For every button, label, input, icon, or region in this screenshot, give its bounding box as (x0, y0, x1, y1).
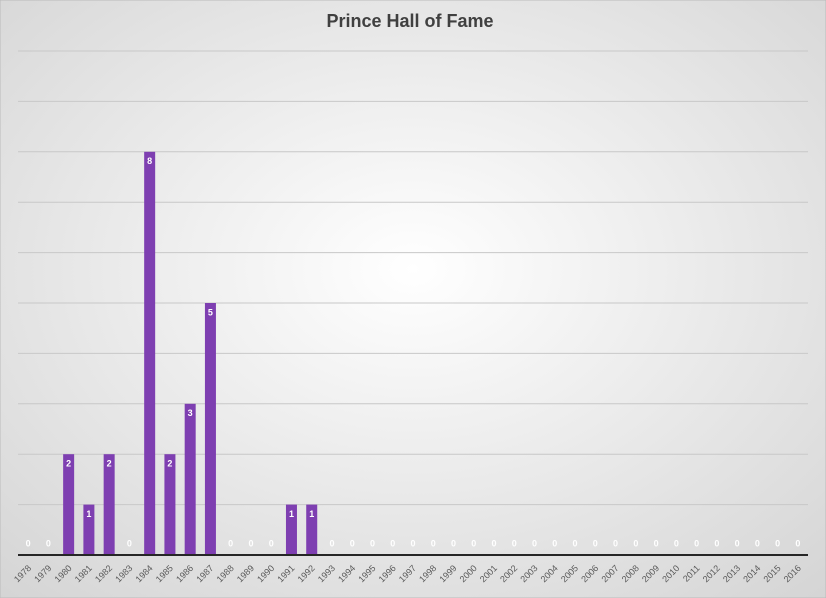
data-label: 0 (248, 538, 253, 548)
data-label: 0 (471, 538, 476, 548)
data-label: 0 (431, 538, 436, 548)
bar (83, 504, 95, 555)
data-label: 0 (593, 538, 598, 548)
data-label: 2 (167, 459, 172, 469)
data-label: 0 (735, 538, 740, 548)
data-label: 0 (46, 538, 51, 548)
data-label: 3 (188, 408, 193, 418)
data-label: 5 (208, 307, 213, 317)
data-label: 0 (370, 538, 375, 548)
data-label: 0 (755, 538, 760, 548)
data-label: 0 (775, 538, 780, 548)
data-label: 0 (492, 538, 497, 548)
data-label: 0 (613, 538, 618, 548)
bar (63, 454, 75, 555)
data-label: 0 (329, 538, 334, 548)
data-label: 0 (127, 538, 132, 548)
data-label: 0 (633, 538, 638, 548)
data-label: 0 (654, 538, 659, 548)
bar (204, 303, 216, 555)
bar (164, 454, 176, 555)
data-label: 0 (350, 538, 355, 548)
data-label: 0 (512, 538, 517, 548)
data-label: 0 (573, 538, 578, 548)
bar (184, 403, 196, 555)
chart-title: Prince Hall of Fame (326, 11, 493, 31)
data-label: 0 (714, 538, 719, 548)
data-label: 0 (26, 538, 31, 548)
bar (285, 504, 297, 555)
data-label: 1 (86, 509, 91, 519)
data-label: 0 (674, 538, 679, 548)
data-label: 8 (147, 156, 152, 166)
bar (103, 454, 115, 555)
data-label: 1 (309, 509, 314, 519)
data-label: 0 (552, 538, 557, 548)
data-label: 0 (795, 538, 800, 548)
data-label: 0 (410, 538, 415, 548)
data-label: 1 (289, 509, 294, 519)
data-label: 0 (390, 538, 395, 548)
data-label: 0 (269, 538, 274, 548)
data-label: 2 (66, 459, 71, 469)
data-label: 0 (451, 538, 456, 548)
data-label: 0 (228, 538, 233, 548)
data-label: 0 (694, 538, 699, 548)
bar (306, 504, 318, 555)
bar (144, 151, 156, 556)
data-label: 0 (532, 538, 537, 548)
data-label: 2 (107, 459, 112, 469)
